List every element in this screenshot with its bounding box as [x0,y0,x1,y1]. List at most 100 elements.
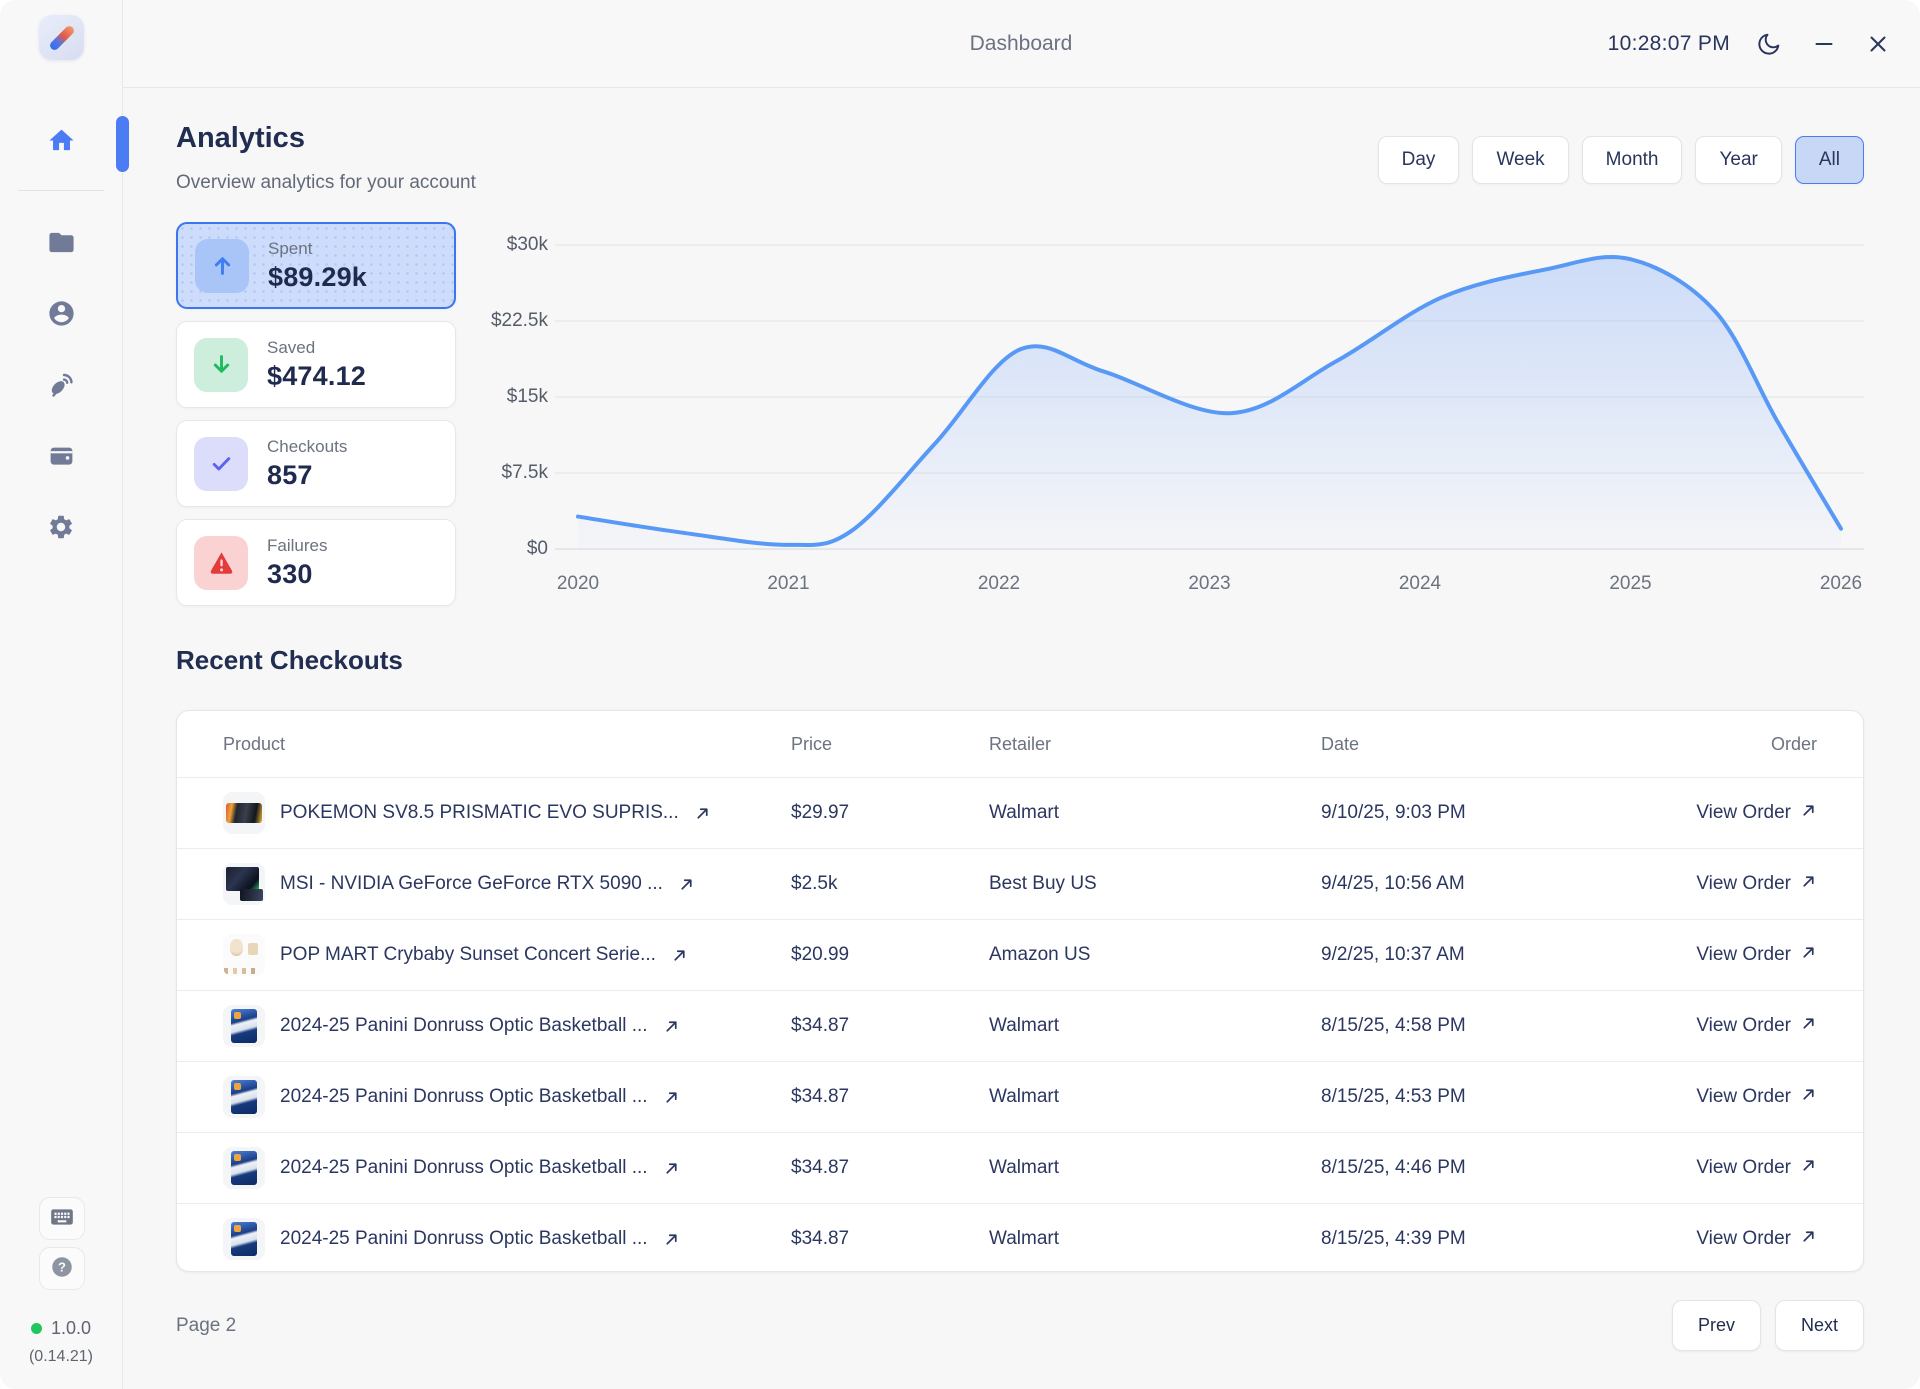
stat-card-failures[interactable]: Failures 330 [176,519,456,606]
help-button[interactable]: ? [39,1247,85,1290]
sidebar-item-home[interactable] [37,118,85,166]
version-number: 1.0.0 [50,1318,92,1338]
y-axis-tick: $7.5k [501,462,548,483]
column-header-price: Price [791,733,833,754]
product-cell: 2024-25 Panini Donruss Optic Basketball … [223,1076,791,1118]
retailer-cell: Walmart [989,1086,1060,1107]
moon-icon[interactable] [1752,27,1786,61]
table-row: 2024-25 Panini Donruss Optic Basketball … [177,990,1863,1061]
product-thumbnail [223,1218,265,1260]
sidebar-item-account[interactable] [37,291,85,339]
build-number: (0.14.21) [28,1348,94,1365]
column-header-product: Product [223,733,286,754]
x-axis-tick: 2020 [556,573,600,594]
column-header-date: Date [1321,733,1360,754]
sidebar-item-files[interactable] [37,220,85,268]
external-link-icon[interactable] [663,1231,680,1248]
column-header-retailer: Retailer [989,733,1052,754]
product-thumbnail [223,1147,265,1189]
view-order-link[interactable]: View Order [1696,1015,1817,1038]
close-icon[interactable] [1862,28,1894,60]
y-axis-tick: $22.5k [490,310,548,331]
filter-button-year[interactable]: Year [1695,136,1782,184]
view-order-link[interactable]: View Order [1696,1228,1817,1251]
page-label: Page 2 [176,1315,237,1336]
table-row: 2024-25 Panini Donruss Optic Basketball … [177,1061,1863,1132]
arrow-up-icon [195,238,249,293]
sidebar: ? 1.0.0 (0.14.21) [0,0,123,1389]
view-order-link[interactable]: View Order [1696,802,1817,825]
product-cell: 2024-25 Panini Donruss Optic Basketball … [223,1005,791,1047]
window-title: Dashboard [969,31,1073,55]
product-name[interactable]: 2024-25 Panini Donruss Optic Basketball … [280,1086,648,1107]
sidebar-item-settings[interactable] [37,504,85,552]
product-thumbnail [223,1076,265,1118]
chart-area-fill [578,256,1841,550]
next-button[interactable]: Next [1774,1300,1864,1351]
y-axis-tick: $30k [506,234,548,255]
view-order-link[interactable]: View Order [1696,944,1817,967]
stat-card-checkouts[interactable]: Checkouts 857 [176,420,456,507]
product-name[interactable]: POP MART Crybaby Sunset Concert Serie... [280,944,656,965]
date-cell: 9/10/25, 9:03 PM [1321,802,1466,823]
external-link-icon[interactable] [678,876,695,893]
date-cell: 8/15/25, 4:39 PM [1321,1228,1466,1249]
view-order-label: View Order [1696,1157,1791,1178]
view-order-link[interactable]: View Order [1696,1157,1817,1180]
external-link-icon[interactable] [663,1018,680,1035]
price-cell: $34.87 [791,1228,850,1249]
x-axis-tick: 2024 [1398,573,1442,594]
view-order-label: View Order [1696,944,1791,965]
external-link-icon[interactable] [663,1089,680,1106]
view-order-link[interactable]: View Order [1696,873,1817,896]
filter-button-day[interactable]: Day [1377,136,1460,184]
stat-label: Checkouts [267,436,348,456]
product-name[interactable]: 2024-25 Panini Donruss Optic Basketball … [280,1015,648,1036]
view-order-label: View Order [1696,873,1791,894]
section-title: Recent Checkouts [176,645,403,675]
sidebar-item-connections[interactable] [37,362,85,410]
spend-area-chart: $0 $7.5k $15k $22.5k $30k 2020 2021 2022 2023 202… [470,234,1864,610]
date-cell: 8/15/25, 4:46 PM [1321,1157,1466,1178]
product-name[interactable]: POKEMON SV8.5 PRISMATIC EVO SUPRIS... [280,802,679,823]
stat-card-saved[interactable]: Saved $474.12 [176,321,456,408]
table-row: POP MART Crybaby Sunset Concert Serie...… [177,919,1863,990]
column-header-order: Order [1770,733,1817,754]
date-cell: 8/15/25, 4:53 PM [1321,1086,1466,1107]
product-cell: MSI - NVIDIA GeForce GeForce RTX 5090 ..… [223,863,791,905]
stat-value: 857 [267,459,313,490]
price-cell: $29.97 [791,802,850,823]
product-name[interactable]: 2024-25 Panini Donruss Optic Basketball … [280,1157,648,1178]
product-cell: 2024-25 Panini Donruss Optic Basketball … [223,1147,791,1189]
svg-text:?: ? [58,1260,66,1275]
external-link-icon[interactable] [671,947,688,964]
stat-card-spent[interactable]: Spent $89.29k [176,222,456,309]
home-icon [47,126,76,158]
minimize-icon[interactable] [1808,28,1840,60]
keyboard-shortcuts-button[interactable] [39,1197,85,1240]
external-link-icon [1800,1228,1817,1251]
sidebar-divider [18,190,104,191]
filter-button-month[interactable]: Month [1581,136,1683,184]
table-body: POKEMON SV8.5 PRISMATIC EVO SUPRIS... $2… [177,777,1863,1271]
product-name[interactable]: MSI - NVIDIA GeForce GeForce RTX 5090 ..… [280,873,663,894]
clock: 10:28:07 PM [1607,31,1730,55]
filter-button-week[interactable]: Week [1472,136,1569,184]
view-order-label: View Order [1696,1228,1791,1249]
product-thumbnail [223,934,265,976]
table-header: Product Price Retailer Date Order [177,711,1863,777]
retailer-cell: Walmart [989,802,1060,823]
price-cell: $34.87 [791,1157,850,1178]
gear-icon [47,513,75,544]
table-row: 2024-25 Panini Donruss Optic Basketball … [177,1132,1863,1203]
view-order-link[interactable]: View Order [1696,1086,1817,1109]
external-link-icon[interactable] [694,805,711,822]
product-name[interactable]: 2024-25 Panini Donruss Optic Basketball … [280,1228,648,1249]
sidebar-item-wallet[interactable] [37,433,85,481]
filter-button-all[interactable]: All [1794,136,1864,184]
external-link-icon[interactable] [663,1160,680,1177]
prev-button[interactable]: Prev [1671,1300,1761,1351]
product-cell: 2024-25 Panini Donruss Optic Basketball … [223,1218,791,1260]
retailer-cell: Best Buy US [989,873,1097,894]
